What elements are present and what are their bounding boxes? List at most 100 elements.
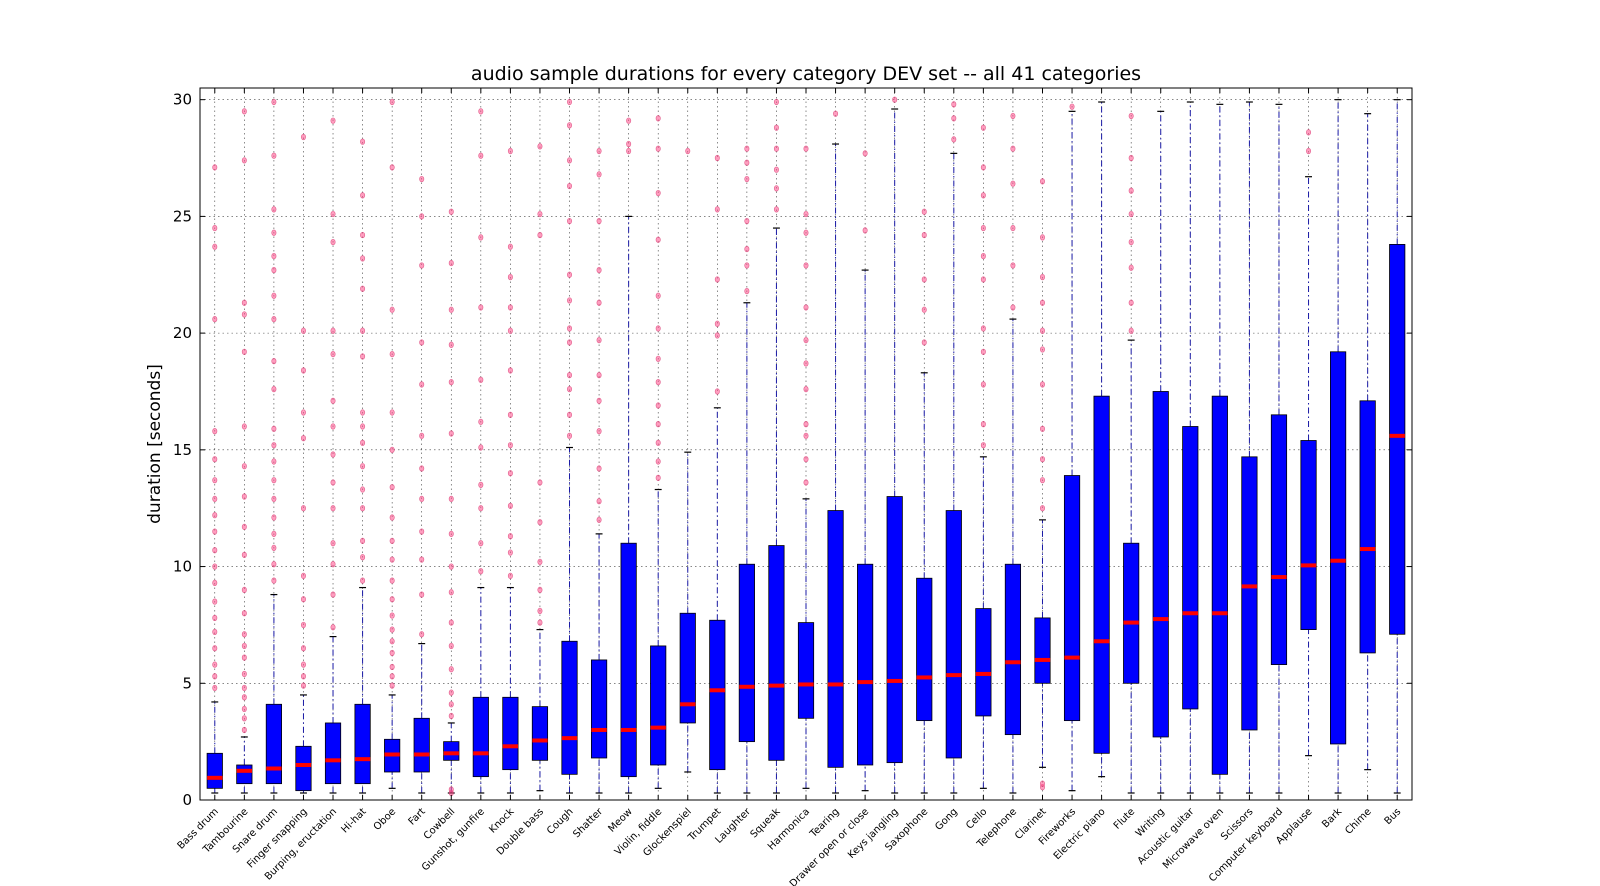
outlier-point [330, 210, 336, 218]
outlier-point [241, 631, 247, 638]
outlier-point [271, 206, 277, 213]
y-axis-label: duration [seconds] [145, 364, 165, 524]
outlier-point [1128, 187, 1134, 194]
outlier-point [1306, 147, 1312, 155]
outlier-point [1128, 154, 1134, 162]
outlier-point [773, 166, 779, 173]
outlier-point [1039, 327, 1045, 334]
outlier-point [448, 495, 454, 502]
outlier-point [1128, 327, 1134, 334]
outlier-point [360, 327, 366, 334]
outlier-point [507, 411, 513, 418]
outlier-point [389, 98, 395, 106]
outlier-point [714, 332, 720, 339]
outlier-point [241, 523, 247, 530]
outlier-point [241, 654, 247, 661]
outlier-point [300, 505, 306, 512]
outlier-point [478, 481, 484, 488]
outlier-point [980, 192, 986, 199]
box-iqr [1330, 351, 1347, 745]
outlier-point [212, 579, 218, 586]
outlier-point [567, 157, 573, 164]
outlier-point [478, 234, 484, 241]
outlier-point [803, 360, 809, 367]
outlier-point [655, 439, 661, 446]
y-tick-label: 0 [182, 791, 192, 809]
outlier-point [1069, 103, 1075, 110]
outlier-point [389, 626, 395, 633]
box-iqr [1123, 542, 1140, 684]
outlier-point [655, 379, 661, 386]
outlier-point [330, 397, 336, 404]
outlier-point [212, 598, 218, 605]
outlier-point [241, 108, 247, 115]
outlier-point [360, 231, 366, 239]
outlier-point [980, 442, 986, 449]
outlier-point [596, 465, 602, 472]
outlier-point [626, 147, 632, 155]
box-iqr [709, 619, 726, 771]
box-iqr [975, 608, 992, 717]
outlier-point [537, 519, 543, 526]
outlier-point [567, 182, 573, 190]
outlier-point [744, 217, 750, 225]
outlier-point [655, 236, 661, 243]
box-iqr [1389, 244, 1406, 635]
outlier-point [389, 514, 395, 521]
outlier-point [773, 206, 779, 213]
outlier-point [330, 505, 336, 512]
outlier-point [300, 645, 306, 652]
x-tick-label: Hi-hat [340, 806, 369, 835]
outlier-point [921, 208, 927, 215]
outlier-point [537, 210, 543, 218]
box-iqr [1182, 426, 1199, 710]
x-tick-label: Flute [1112, 806, 1137, 831]
outlier-point [300, 621, 306, 629]
box-iqr [827, 510, 844, 768]
outlier-point [655, 189, 661, 197]
outlier-point [478, 152, 484, 159]
outlier-point [330, 238, 336, 246]
outlier-point [241, 670, 247, 678]
outlier-point [803, 337, 809, 344]
outlier-point [212, 645, 218, 652]
outlier-point [448, 379, 454, 386]
box-iqr [354, 703, 371, 785]
outlier-point [1039, 299, 1045, 306]
outlier-point [271, 358, 277, 365]
outlier-point [360, 285, 366, 292]
outlier-point [1128, 210, 1134, 218]
outlier-point [419, 556, 425, 563]
outlier-point [803, 145, 809, 152]
outlier-point [507, 327, 513, 334]
box-iqr [1359, 400, 1376, 654]
box-iqr [945, 510, 962, 759]
outlier-point [567, 432, 573, 439]
outlier-point [241, 423, 247, 430]
y-tick-label: 30 [173, 91, 192, 109]
chart-title: audio sample durations for every categor… [471, 63, 1141, 85]
y-tick-label: 20 [173, 324, 192, 342]
outlier-point [1039, 425, 1045, 432]
outlier-point [448, 530, 454, 537]
y-tick-label: 25 [173, 207, 192, 225]
outlier-point [360, 554, 366, 561]
outlier-point [685, 147, 691, 155]
outlier-point [271, 530, 277, 537]
outlier-point [241, 586, 247, 594]
outlier-point [271, 477, 277, 484]
outlier-point [1039, 381, 1045, 388]
outlier-point [596, 217, 602, 225]
x-tick-label: Shatter [571, 806, 606, 841]
outlier-point [212, 428, 218, 435]
box-iqr [1241, 456, 1258, 731]
outlier-point [212, 661, 218, 668]
outlier-point [803, 421, 809, 428]
outlier-point [655, 421, 661, 428]
outlier-point [803, 479, 809, 486]
outlier-point [537, 143, 543, 150]
outlier-point [567, 372, 573, 379]
outlier-point [360, 463, 366, 470]
outlier-point [448, 563, 454, 570]
outlier-point [419, 528, 425, 535]
